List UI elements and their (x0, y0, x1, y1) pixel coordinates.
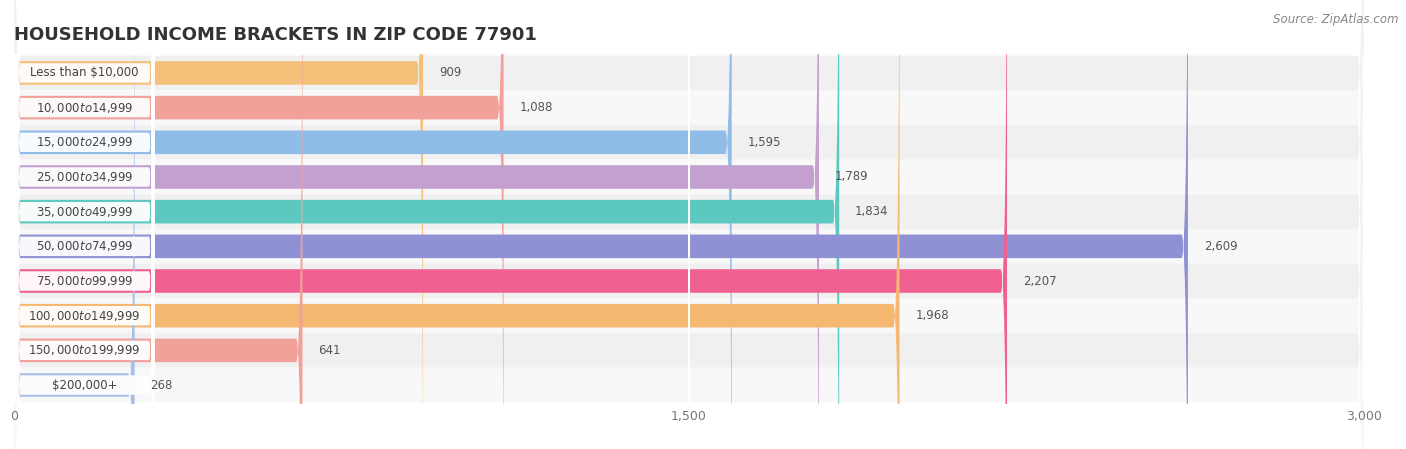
Text: HOUSEHOLD INCOME BRACKETS IN ZIP CODE 77901: HOUSEHOLD INCOME BRACKETS IN ZIP CODE 77… (14, 26, 537, 44)
FancyBboxPatch shape (14, 0, 1364, 449)
FancyBboxPatch shape (15, 0, 155, 449)
FancyBboxPatch shape (14, 0, 1364, 449)
FancyBboxPatch shape (14, 0, 818, 449)
Text: 268: 268 (150, 379, 173, 392)
FancyBboxPatch shape (14, 0, 1364, 449)
FancyBboxPatch shape (14, 0, 839, 449)
FancyBboxPatch shape (15, 0, 155, 449)
FancyBboxPatch shape (15, 0, 155, 449)
Text: Less than $10,000: Less than $10,000 (31, 66, 139, 79)
FancyBboxPatch shape (14, 0, 1364, 449)
Text: $150,000 to $199,999: $150,000 to $199,999 (28, 343, 141, 357)
Text: $50,000 to $74,999: $50,000 to $74,999 (37, 239, 134, 253)
FancyBboxPatch shape (15, 0, 155, 449)
FancyBboxPatch shape (14, 0, 302, 449)
FancyBboxPatch shape (15, 0, 155, 449)
FancyBboxPatch shape (14, 0, 1364, 449)
FancyBboxPatch shape (14, 0, 503, 449)
FancyBboxPatch shape (14, 0, 1364, 449)
Text: Source: ZipAtlas.com: Source: ZipAtlas.com (1274, 13, 1399, 26)
Text: 909: 909 (439, 66, 461, 79)
FancyBboxPatch shape (14, 0, 1364, 449)
Text: $25,000 to $34,999: $25,000 to $34,999 (37, 170, 134, 184)
Text: 1,968: 1,968 (915, 309, 949, 322)
FancyBboxPatch shape (14, 0, 1188, 449)
FancyBboxPatch shape (14, 0, 731, 449)
FancyBboxPatch shape (15, 0, 155, 449)
Text: 1,789: 1,789 (835, 171, 869, 184)
Text: 641: 641 (318, 344, 340, 357)
Text: $100,000 to $149,999: $100,000 to $149,999 (28, 308, 141, 323)
Text: 1,834: 1,834 (855, 205, 889, 218)
FancyBboxPatch shape (14, 0, 900, 449)
Text: 1,088: 1,088 (519, 101, 553, 114)
Text: 1,595: 1,595 (748, 136, 780, 149)
FancyBboxPatch shape (15, 0, 155, 449)
FancyBboxPatch shape (15, 0, 155, 449)
FancyBboxPatch shape (14, 0, 423, 449)
FancyBboxPatch shape (14, 0, 135, 449)
FancyBboxPatch shape (14, 0, 1364, 449)
Text: 2,609: 2,609 (1204, 240, 1237, 253)
Text: $200,000+: $200,000+ (52, 379, 118, 392)
Text: $75,000 to $99,999: $75,000 to $99,999 (37, 274, 134, 288)
Text: $15,000 to $24,999: $15,000 to $24,999 (37, 135, 134, 150)
FancyBboxPatch shape (14, 0, 1364, 449)
FancyBboxPatch shape (15, 0, 155, 449)
Text: 2,207: 2,207 (1022, 274, 1056, 287)
FancyBboxPatch shape (14, 0, 1364, 449)
Text: $35,000 to $49,999: $35,000 to $49,999 (37, 205, 134, 219)
Text: $10,000 to $14,999: $10,000 to $14,999 (37, 101, 134, 114)
FancyBboxPatch shape (15, 0, 155, 449)
FancyBboxPatch shape (14, 0, 1007, 449)
